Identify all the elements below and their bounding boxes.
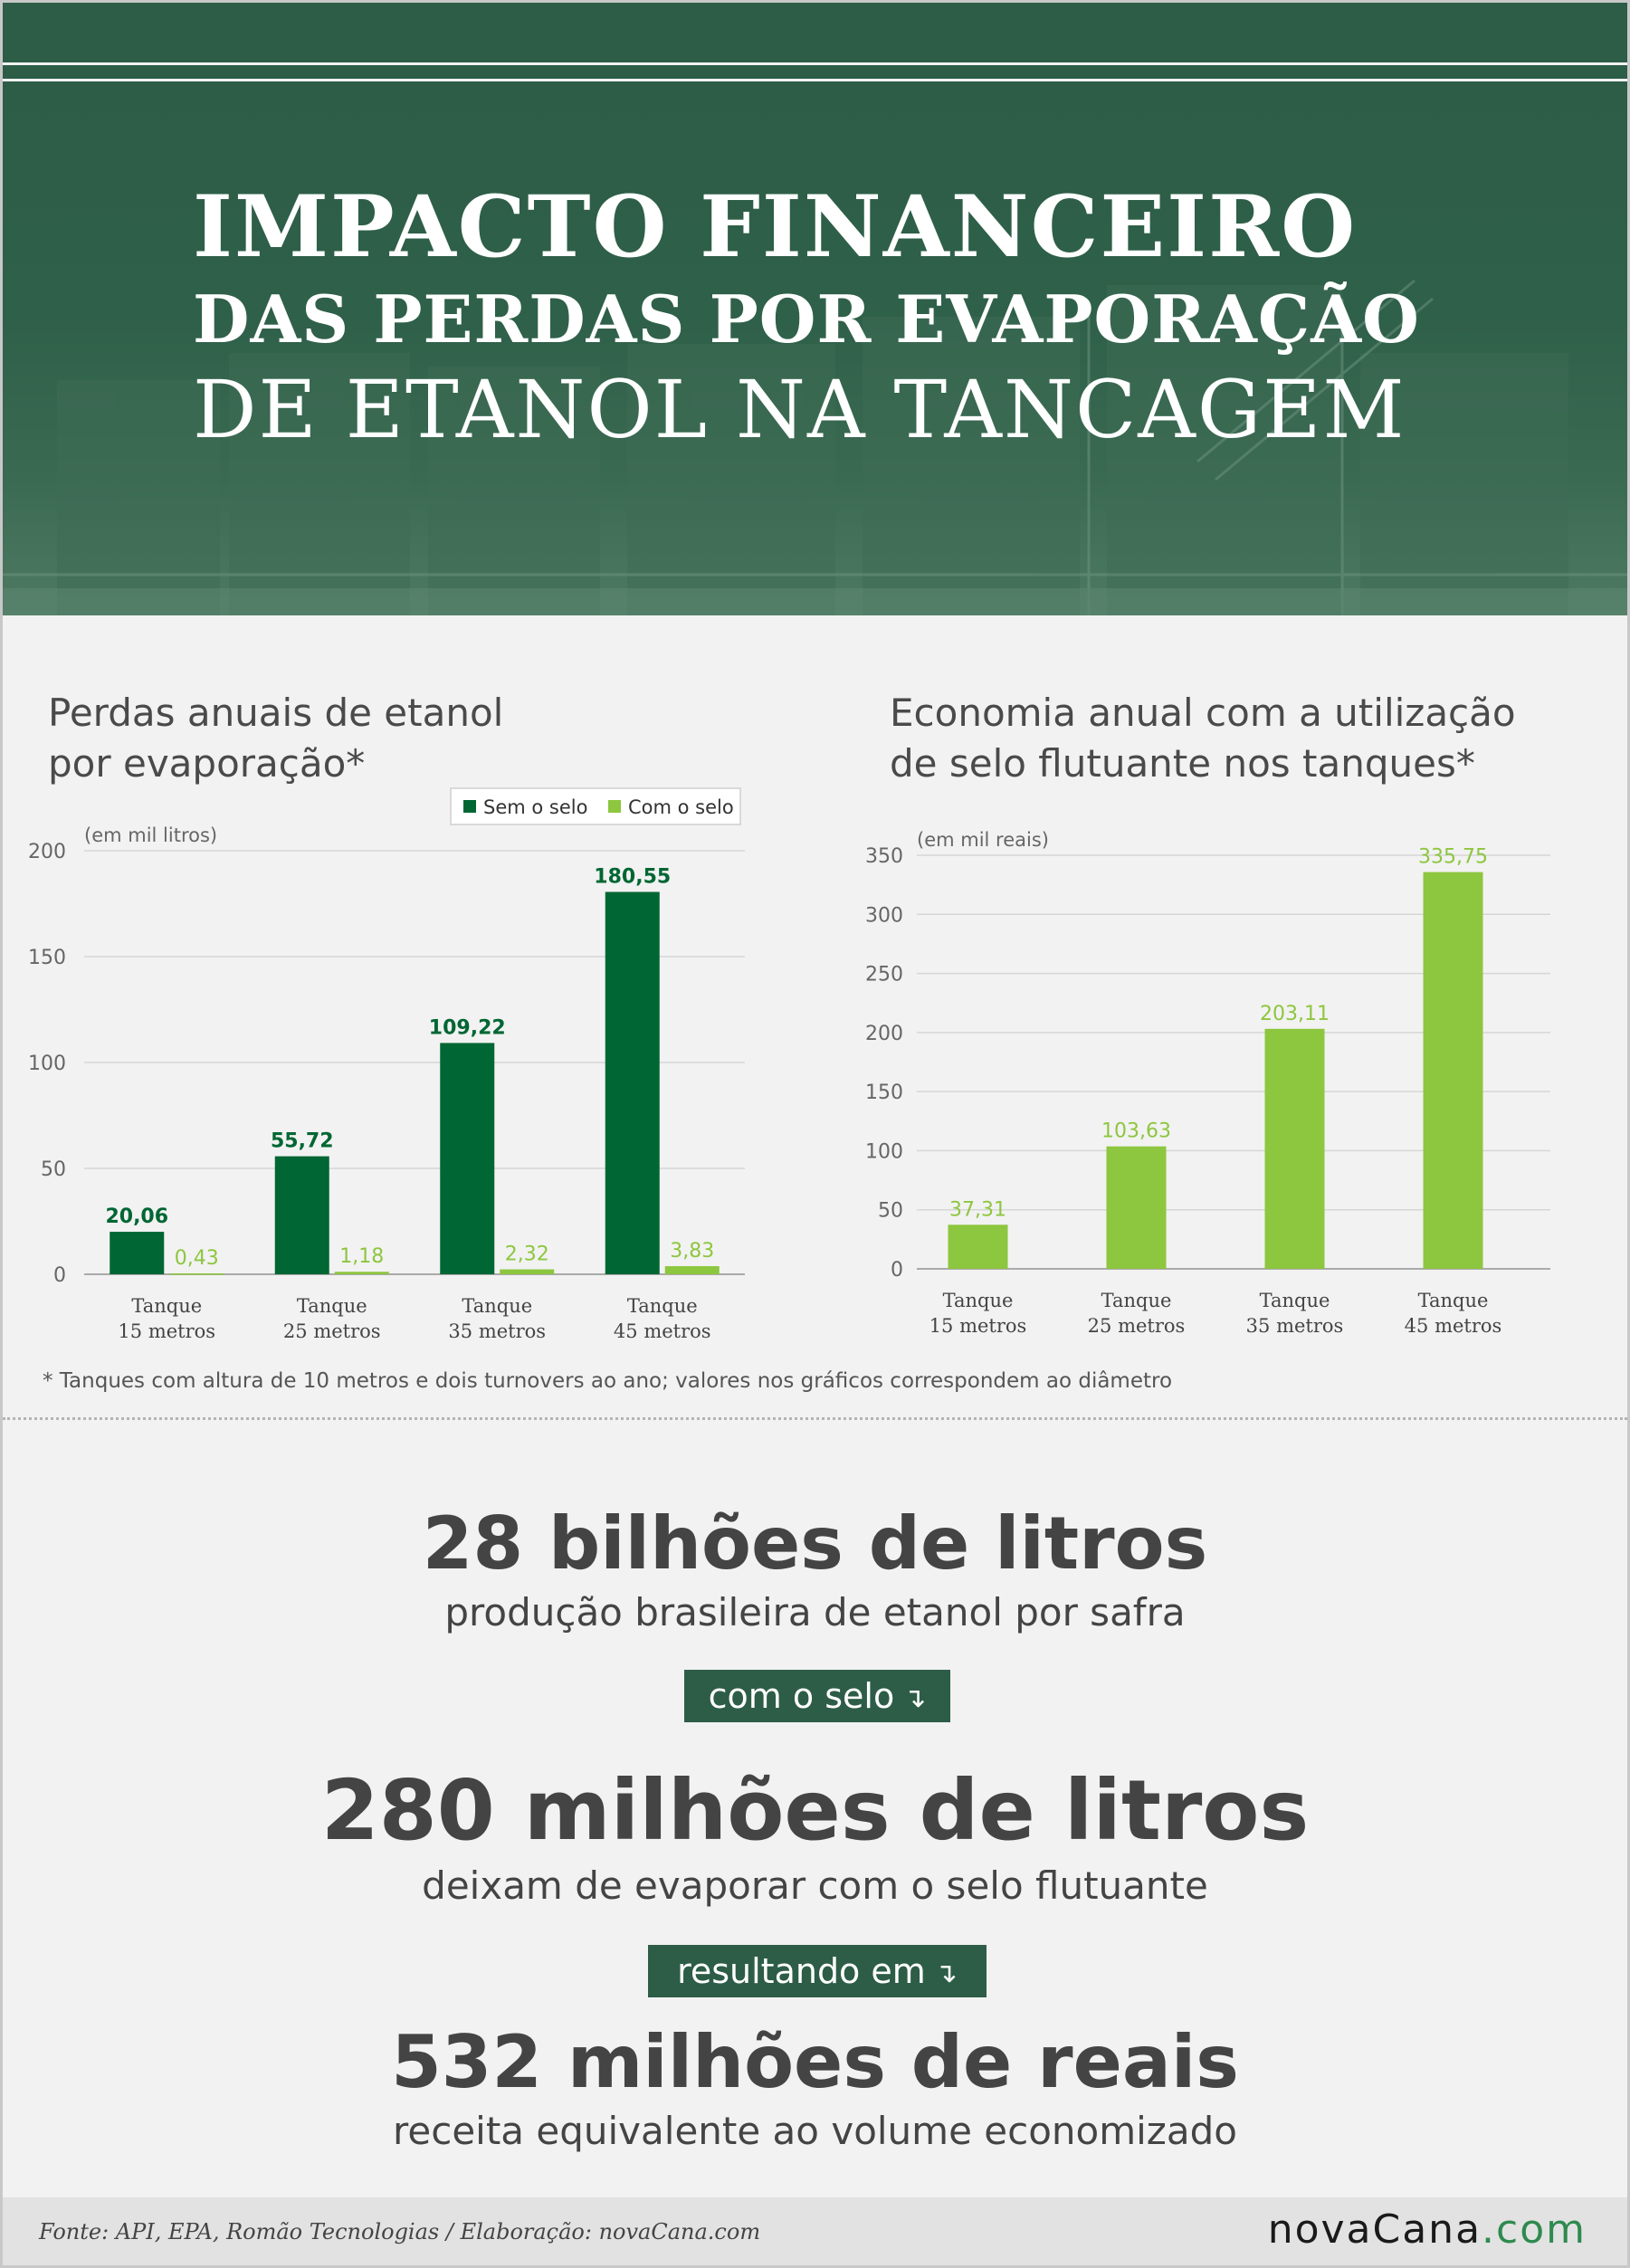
stat-revenue: 532 milhões de reais receita equivalente… <box>3 2019 1627 2157</box>
x-tick-label-line-2: 15 metros <box>118 1320 215 1342</box>
data-label: 203,11 <box>1260 1003 1330 1025</box>
legend-swatch <box>608 800 621 813</box>
x-tick-label-line-2: 35 metros <box>448 1320 546 1342</box>
bar-primary <box>605 891 660 1274</box>
y-tick-label: 0 <box>891 1259 903 1282</box>
y-tick-label: 250 <box>865 964 903 986</box>
y-tick-label: 100 <box>28 1053 66 1075</box>
title-line-2: DAS PERDAS POR EVAPORAÇÃO <box>193 281 1420 357</box>
section-divider <box>3 1417 1627 1420</box>
data-label: 1,18 <box>339 1245 384 1268</box>
infographic-page: IMPACTO FINANCEIRO DAS PERDAS POR EVAPOR… <box>3 3 1627 2265</box>
legend-box <box>450 787 741 825</box>
savings-chart-title-line-1: Economia anual com a utilização <box>890 691 1516 735</box>
x-tick-label-line-2: 35 metros <box>1246 1315 1344 1337</box>
data-label: 103,63 <box>1101 1120 1171 1143</box>
losses-bar-chart: (em mil litros) 0 50 100 150 200 20,06 0,43 Tanq… <box>28 787 745 1342</box>
connector-resulting-in: resultando em ↴ <box>648 1945 987 1997</box>
turn-down-arrow-icon: ↴ <box>934 1957 958 1989</box>
x-tick-label-line-1: Tanque <box>297 1295 367 1317</box>
header-stripe <box>3 62 1627 81</box>
y-tick-label: 350 <box>865 845 903 868</box>
connector-with-seal: com o selo ↴ <box>684 1670 950 1722</box>
x-tick-label-line-1: Tanque <box>131 1295 202 1317</box>
bar-primary <box>274 1156 329 1274</box>
y-tick-label: 150 <box>28 947 66 969</box>
tank-farm-background <box>3 279 1627 615</box>
y-tick-label: 200 <box>28 841 66 863</box>
data-label: 55,72 <box>271 1130 334 1153</box>
turn-down-arrow-icon: ↴ <box>903 1682 927 1714</box>
y-tick-label: 100 <box>865 1140 903 1163</box>
x-tick-label-line-1: Tanque <box>1101 1290 1172 1311</box>
stat-production-value: 28 bilhões de litros <box>422 1501 1208 1586</box>
losses-chart-title-line-1: Perdas anuais de etanol <box>48 691 504 735</box>
x-tick-label-line-1: Tanque <box>1260 1290 1330 1311</box>
x-tick-label-line-1: Tanque <box>1418 1290 1489 1311</box>
legend-label: Com o selo <box>628 796 734 818</box>
data-label: 180,55 <box>594 866 671 889</box>
data-label: 37,31 <box>949 1198 1006 1221</box>
stat-revenue-caption: receita equivalente ao volume economizad… <box>393 2109 1237 2153</box>
x-tick-label-line-1: Tanque <box>943 1290 1014 1311</box>
stat-production-caption: produção brasileira de etanol por safra <box>444 1590 1186 1634</box>
novacana-logo: novaCana.com <box>1268 2206 1587 2253</box>
bar-primary <box>440 1043 495 1274</box>
stat-production: 28 bilhões de litros produção brasileira… <box>3 1501 1627 1638</box>
y-tick-label: 50 <box>878 1200 903 1223</box>
bar-primary <box>1423 872 1483 1269</box>
y-tick-label: 300 <box>865 904 903 927</box>
y-axis-label: (em mil litros) <box>84 824 217 846</box>
x-tick-label-line-1: Tanque <box>627 1295 698 1317</box>
connector-with-seal-label: com o selo <box>708 1676 895 1716</box>
y-axis-label: (em mil reais) <box>917 829 1049 851</box>
legend-label: Sem o selo <box>483 796 587 818</box>
data-label: 20,06 <box>105 1205 168 1228</box>
losses-chart-title: Perdas anuais de etanol por evaporação* <box>48 688 503 789</box>
top-bar <box>3 3 1627 62</box>
x-tick-label-line-2: 15 metros <box>929 1315 1027 1337</box>
stat-saved-volume-value: 280 milhões de litros <box>320 1762 1310 1859</box>
legend-swatch <box>463 800 476 813</box>
stat-revenue-value: 532 milhões de reais <box>391 2020 1239 2104</box>
header-banner: IMPACTO FINANCEIRO DAS PERDAS POR EVAPOR… <box>3 81 1627 615</box>
data-label: 109,22 <box>429 1016 506 1039</box>
data-label: 3,83 <box>670 1240 714 1263</box>
logo-suffix: .com <box>1482 2206 1587 2253</box>
logo-main: novaCana <box>1267 2206 1482 2253</box>
source-credit: Fonte: API, EPA, Romão Tecnologias / Ela… <box>39 2219 761 2244</box>
stat-saved-volume: 280 milhões de litros deixam de evaporar… <box>3 1761 1627 1911</box>
bar-primary <box>110 1232 165 1274</box>
bar-primary <box>1106 1146 1167 1269</box>
data-label: 2,32 <box>505 1244 549 1266</box>
data-label: 0,43 <box>175 1247 219 1270</box>
connector-resulting-in-label: resultando em <box>677 1951 926 1991</box>
bar-secondary <box>664 1266 720 1274</box>
x-tick-label-line-1: Tanque <box>462 1295 532 1317</box>
bar-secondary <box>169 1272 224 1275</box>
title-line-1: IMPACTO FINANCEIRO <box>193 177 1358 277</box>
x-tick-label-line-2: 45 metros <box>614 1320 711 1342</box>
savings-chart-title-line-2: de selo flutuante nos tanques* <box>890 741 1475 786</box>
losses-chart-title-line-2: por evaporação* <box>48 741 366 786</box>
y-tick-label: 50 <box>41 1158 66 1181</box>
chart-footnote: * Tanques com altura de 10 metros e dois… <box>43 1369 1173 1393</box>
footer: Fonte: API, EPA, Romão Tecnologias / Ela… <box>3 2197 1627 2265</box>
bar-secondary <box>500 1269 555 1274</box>
y-tick-label: 150 <box>865 1082 903 1104</box>
page-title: IMPACTO FINANCEIRO DAS PERDAS POR EVAPOR… <box>193 176 1460 459</box>
stat-saved-volume-caption: deixam de evaporar com o selo flutuante <box>422 1863 1208 1908</box>
savings-chart-title: Economia anual com a utilização de selo … <box>890 688 1516 789</box>
data-label: 335,75 <box>1418 846 1488 869</box>
bar-secondary <box>334 1272 389 1274</box>
bar-primary <box>1264 1028 1325 1269</box>
bar-primary <box>948 1225 1008 1269</box>
savings-bar-chart: (em mil reais) 0 50 100 150 200 250 300 350 37,31… <box>865 829 1550 1337</box>
y-tick-label: 0 <box>53 1264 66 1287</box>
title-line-3: DE ETANOL NA TANCAGEM <box>193 363 1406 456</box>
x-tick-label-line-2: 45 metros <box>1405 1315 1502 1337</box>
x-tick-label-line-2: 25 metros <box>283 1320 381 1342</box>
x-tick-label-line-2: 25 metros <box>1088 1315 1186 1337</box>
y-tick-label: 200 <box>865 1023 903 1045</box>
